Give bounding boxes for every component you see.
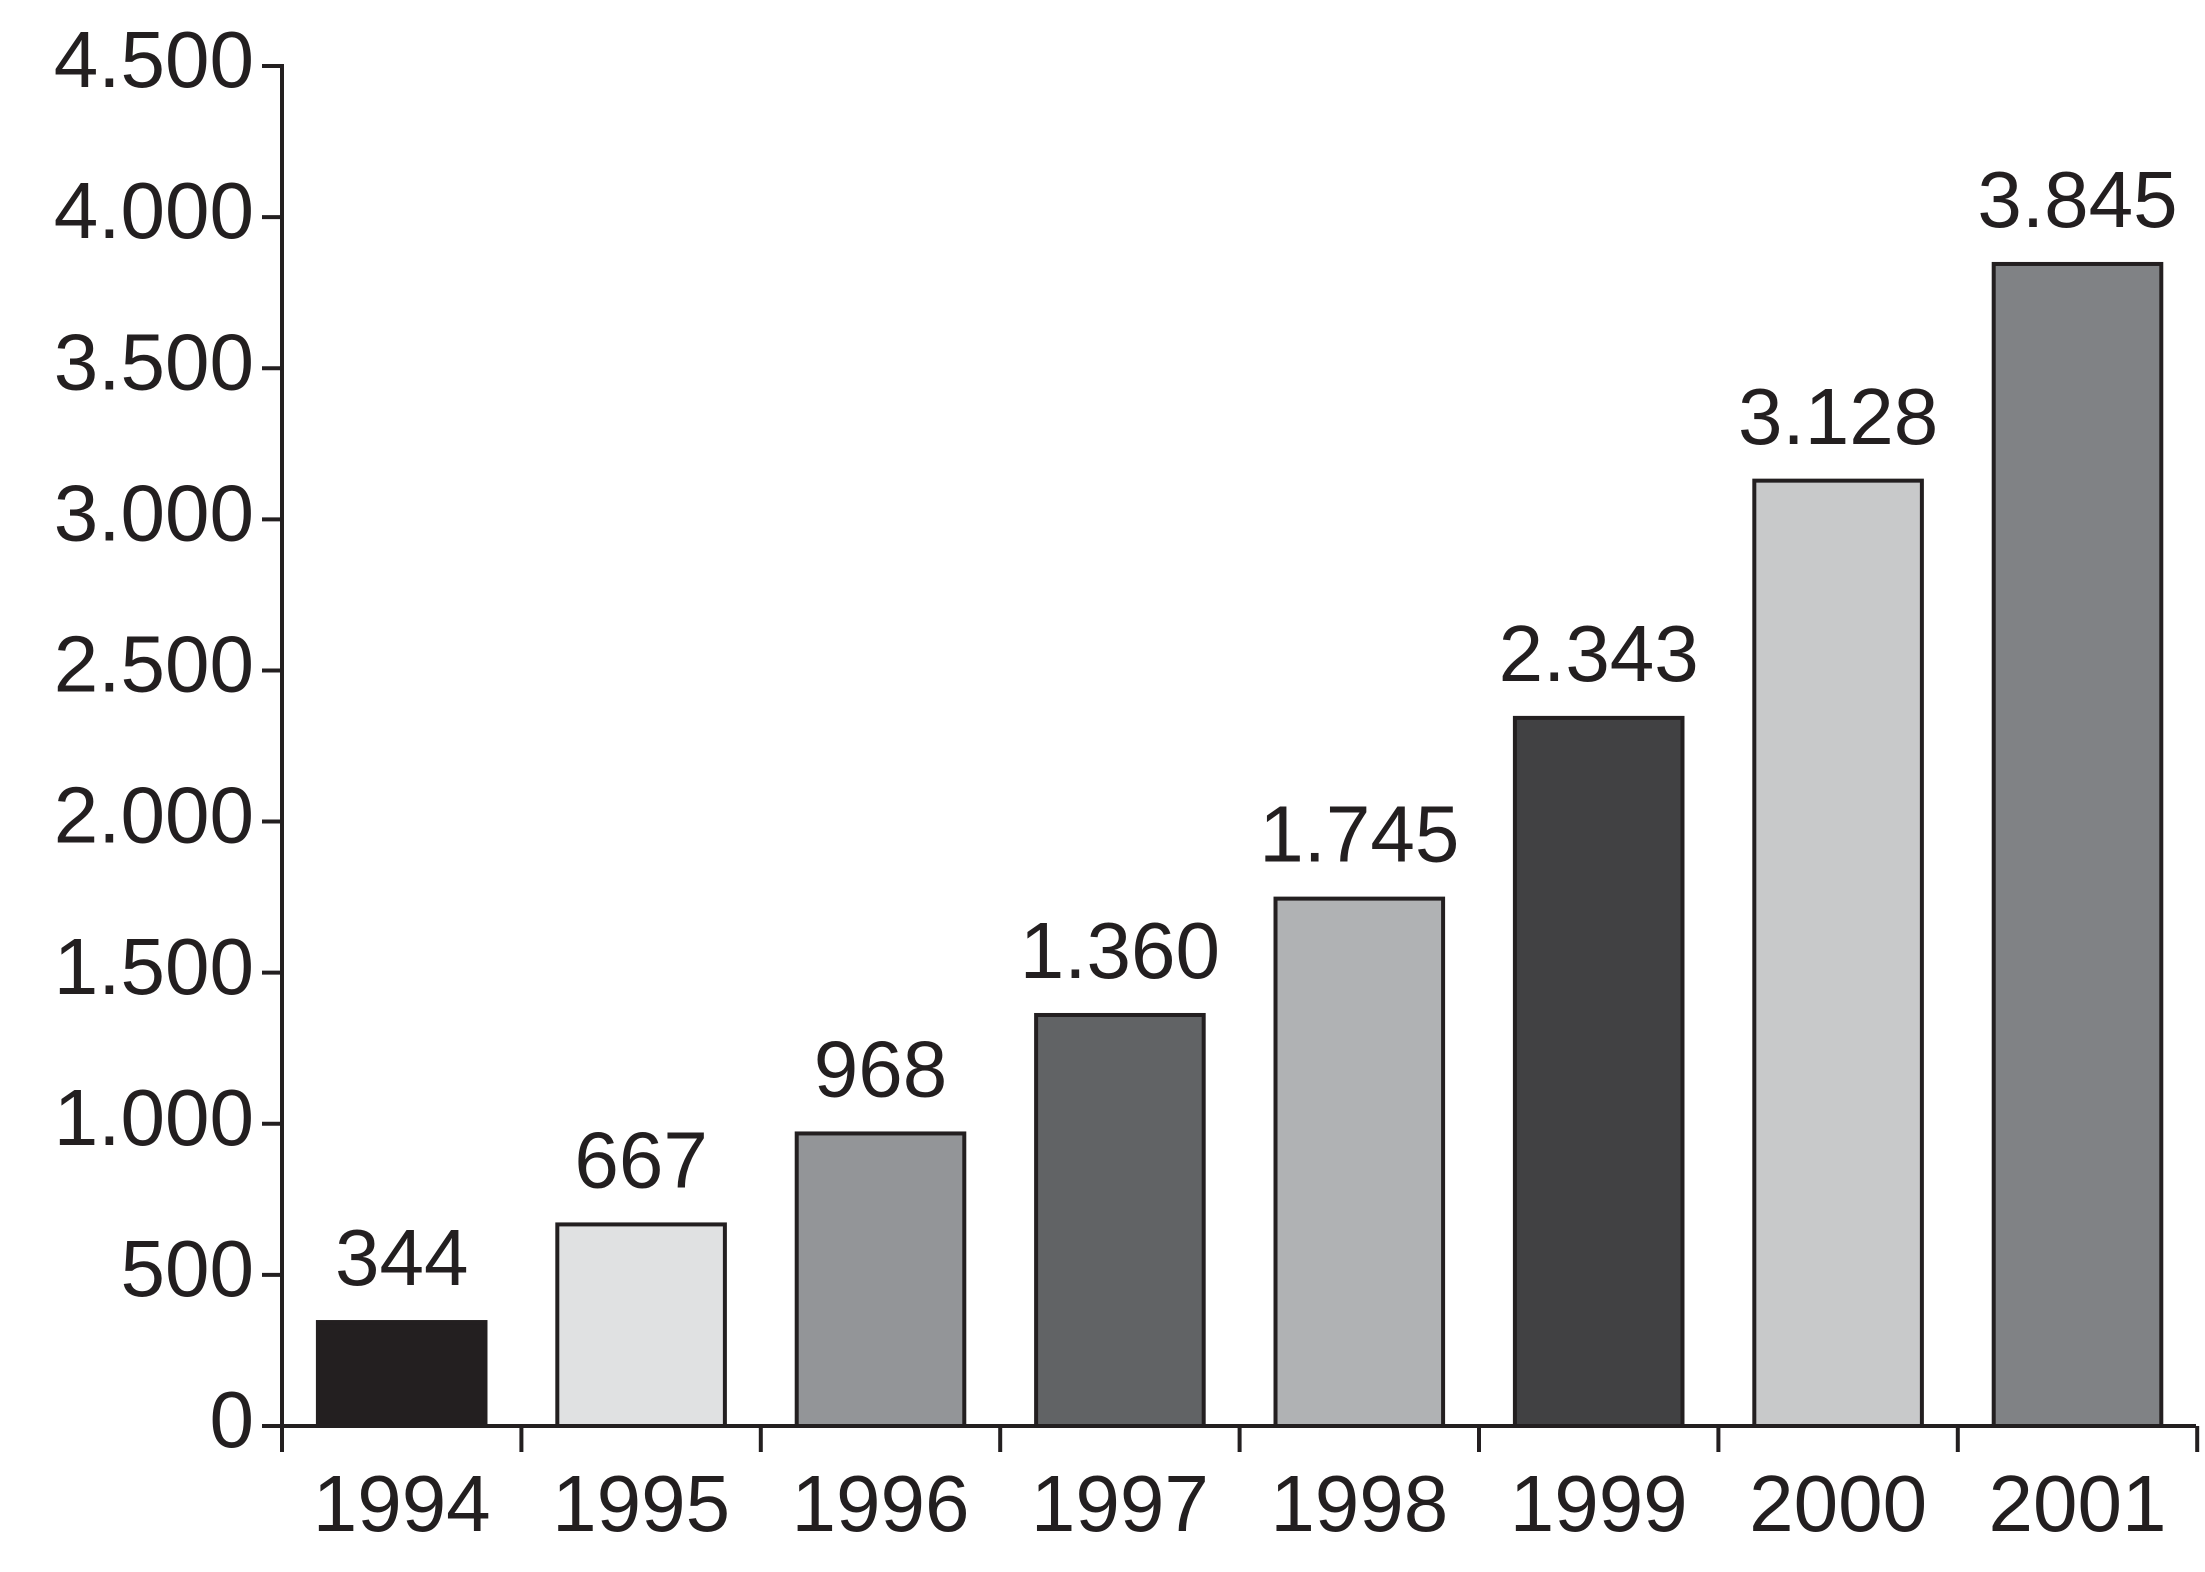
bar bbox=[315, 1320, 488, 1428]
y-tick-label: 0 bbox=[210, 1375, 255, 1464]
x-tick-label: 1995 bbox=[552, 1459, 730, 1548]
bar bbox=[1991, 261, 2164, 1428]
x-tick-label: 1999 bbox=[1510, 1459, 1688, 1548]
value-label: 667 bbox=[574, 1116, 707, 1205]
y-tick-label: 4.500 bbox=[54, 15, 254, 104]
y-tick-label: 1.000 bbox=[54, 1073, 254, 1162]
y-tick-label: 3.000 bbox=[54, 468, 254, 557]
value-label: 344 bbox=[335, 1213, 468, 1302]
x-tick-label: 1997 bbox=[1031, 1459, 1209, 1548]
value-label: 1.745 bbox=[1259, 790, 1459, 879]
x-tick-label: 2001 bbox=[1989, 1459, 2167, 1548]
y-tick-label: 2.000 bbox=[54, 771, 254, 860]
bar bbox=[1512, 715, 1685, 1428]
y-tick-label: 1.500 bbox=[54, 922, 254, 1011]
value-label: 1.360 bbox=[1020, 906, 1220, 995]
bar bbox=[1752, 478, 1924, 1429]
bar bbox=[794, 1131, 967, 1428]
value-label: 968 bbox=[814, 1025, 947, 1114]
value-label: 2.343 bbox=[1499, 609, 1699, 698]
x-tick-label: 2000 bbox=[1749, 1459, 1927, 1548]
bar bbox=[1034, 1012, 1206, 1428]
value-label: 3.845 bbox=[1977, 155, 2177, 244]
y-tick-label: 2.500 bbox=[54, 620, 254, 709]
bar bbox=[1273, 896, 1446, 1428]
y-tick-label: 3.500 bbox=[54, 317, 254, 406]
x-tick-label: 1996 bbox=[792, 1459, 970, 1548]
y-tick-label: 4.000 bbox=[54, 166, 254, 255]
x-tick-label: 1998 bbox=[1270, 1459, 1448, 1548]
bar bbox=[555, 1222, 727, 1428]
value-label: 3.128 bbox=[1738, 372, 1938, 461]
x-tick-label: 1994 bbox=[313, 1459, 491, 1548]
y-tick-label: 500 bbox=[121, 1224, 254, 1313]
